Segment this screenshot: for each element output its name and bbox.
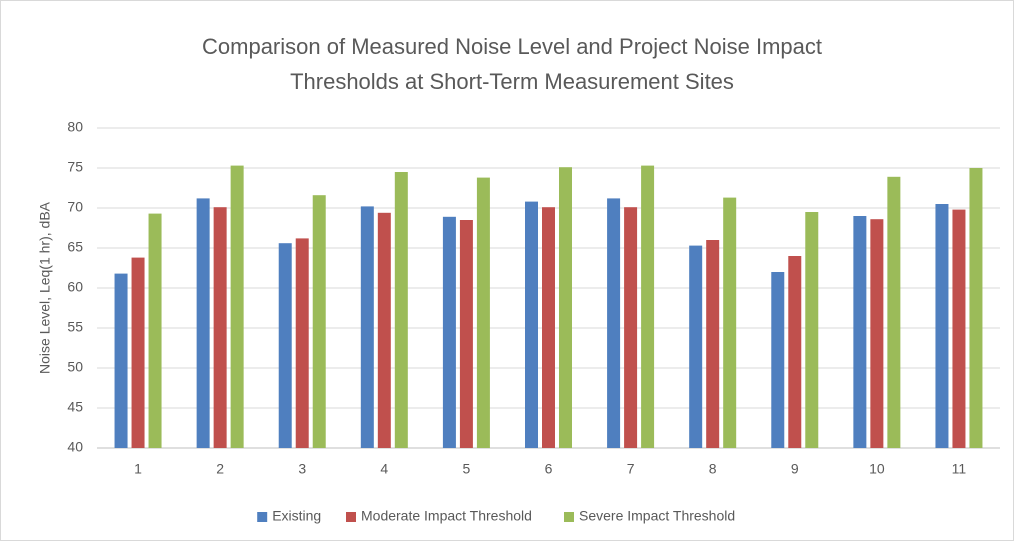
bar xyxy=(148,213,162,448)
y-tick-label: 65 xyxy=(67,239,83,255)
x-tick-label: 9 xyxy=(791,461,799,477)
y-axis-label: Noise Level, Leq(1 hr), dBA xyxy=(37,201,53,374)
y-tick-label: 75 xyxy=(67,159,83,175)
bar xyxy=(230,165,244,448)
legend-label: Severe Impact Threshold xyxy=(579,508,735,524)
legend-swatch xyxy=(346,512,356,522)
bar xyxy=(870,219,884,448)
y-tick-label: 80 xyxy=(67,119,83,135)
y-tick-label: 50 xyxy=(67,359,83,375)
bar xyxy=(624,207,638,448)
bar xyxy=(442,216,456,448)
bar xyxy=(394,172,408,448)
bar xyxy=(196,198,210,448)
bar xyxy=(459,220,473,448)
x-tick-label: 4 xyxy=(380,461,388,477)
y-tick-label: 45 xyxy=(67,399,83,415)
x-tick-label: 7 xyxy=(627,461,635,477)
chart-title: Thresholds at Short-Term Measurement Sit… xyxy=(290,69,734,94)
bar xyxy=(771,272,785,448)
bar xyxy=(213,207,227,448)
bar xyxy=(360,206,374,448)
x-tick-label: 8 xyxy=(709,461,717,477)
y-tick-label: 40 xyxy=(67,439,83,455)
bar xyxy=(887,176,901,449)
x-tick-label: 2 xyxy=(216,461,224,477)
bar xyxy=(476,177,490,448)
bar xyxy=(969,168,983,448)
bar xyxy=(952,209,966,448)
x-tick-label: 11 xyxy=(952,461,967,477)
bar xyxy=(805,212,819,448)
bar xyxy=(689,245,703,448)
bar xyxy=(706,240,720,448)
legend-label: Moderate Impact Threshold xyxy=(361,508,532,524)
y-tick-label: 60 xyxy=(67,279,83,295)
legend-swatch xyxy=(564,512,574,522)
bar xyxy=(312,195,326,448)
bar xyxy=(542,207,555,448)
bar xyxy=(525,201,538,448)
x-tick-label: 3 xyxy=(298,461,306,477)
x-tick-label: 6 xyxy=(545,461,553,477)
bar xyxy=(607,198,621,448)
y-tick-label: 55 xyxy=(67,319,83,335)
bar xyxy=(377,212,391,448)
legend-swatch xyxy=(257,512,268,522)
x-tick-label: 5 xyxy=(463,461,471,477)
bar xyxy=(131,257,145,448)
bar xyxy=(723,197,737,448)
bar xyxy=(114,273,128,448)
bar xyxy=(853,216,867,448)
bar xyxy=(559,167,572,448)
y-tick-label: 70 xyxy=(67,199,83,215)
bar xyxy=(295,238,309,448)
bar xyxy=(788,256,802,448)
x-tick-label: 10 xyxy=(869,461,885,477)
x-tick-label: 1 xyxy=(134,461,142,477)
bar xyxy=(641,165,655,448)
legend-label: Existing xyxy=(272,508,321,524)
bar xyxy=(278,243,292,448)
bar xyxy=(935,204,949,448)
chart-title: Comparison of Measured Noise Level and P… xyxy=(202,34,822,59)
